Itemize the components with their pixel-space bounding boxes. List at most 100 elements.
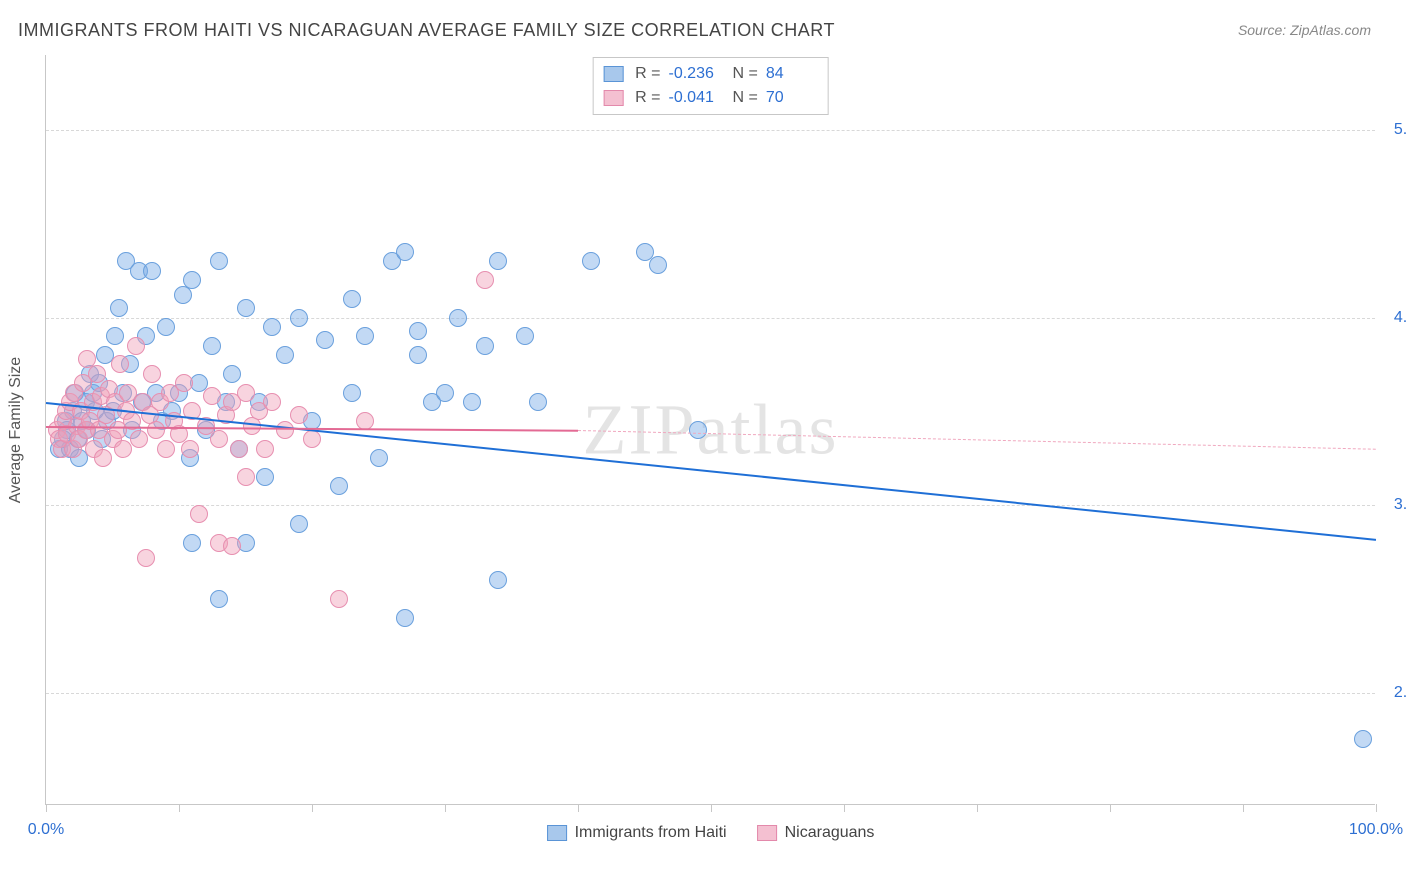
data-point (476, 337, 494, 355)
data-point (111, 355, 129, 373)
x-tick (1376, 804, 1377, 812)
data-point (237, 299, 255, 317)
data-point (356, 327, 374, 345)
x-tick (179, 804, 180, 812)
data-point (106, 327, 124, 345)
data-point (181, 440, 199, 458)
source-name: ZipAtlas.com (1290, 22, 1371, 38)
data-point (463, 393, 481, 411)
x-tick (312, 804, 313, 812)
r-value-haiti: -0.236 (669, 65, 721, 83)
data-point (276, 346, 294, 364)
data-point (529, 393, 547, 411)
n-label: N = (733, 89, 758, 107)
data-point (396, 609, 414, 627)
data-point (330, 590, 348, 608)
n-value-nicaragua: 70 (766, 89, 818, 107)
x-tick (711, 804, 712, 812)
data-point (143, 365, 161, 383)
data-point (476, 271, 494, 289)
data-point (489, 571, 507, 589)
data-point (256, 440, 274, 458)
r-value-nicaragua: -0.041 (669, 89, 721, 107)
data-point (190, 505, 208, 523)
data-point (230, 440, 248, 458)
x-tick (578, 804, 579, 812)
data-point (237, 468, 255, 486)
legend-item-nicaragua: Nicaraguans (757, 824, 875, 842)
data-point (203, 387, 221, 405)
data-point (94, 449, 112, 467)
data-point (157, 440, 175, 458)
legend-row-nicaragua: R = -0.041 N = 70 (603, 86, 818, 110)
data-point (210, 590, 228, 608)
data-point (489, 252, 507, 270)
legend-label-haiti: Immigrants from Haiti (575, 824, 727, 842)
gridline (46, 318, 1375, 319)
data-point (256, 468, 274, 486)
x-tick (977, 804, 978, 812)
data-point (356, 412, 374, 430)
swatch-haiti (547, 825, 567, 841)
data-point (436, 384, 454, 402)
data-point (290, 515, 308, 533)
y-tick-label: 2.00 (1380, 684, 1406, 702)
legend-item-haiti: Immigrants from Haiti (547, 824, 727, 842)
legend-label-nicaragua: Nicaraguans (785, 824, 875, 842)
data-point (409, 322, 427, 340)
data-point (343, 290, 361, 308)
legend-row-haiti: R = -0.236 N = 84 (603, 62, 818, 86)
data-point (130, 430, 148, 448)
gridline (46, 130, 1375, 131)
data-point (1354, 730, 1372, 748)
trend-line (578, 430, 1376, 450)
x-tick-label: 100.0% (1349, 821, 1403, 839)
n-label: N = (733, 65, 758, 83)
y-tick-label: 5.00 (1380, 121, 1406, 139)
data-point (223, 537, 241, 555)
gridline (46, 693, 1375, 694)
data-point (330, 477, 348, 495)
x-tick (445, 804, 446, 812)
x-tick (46, 804, 47, 812)
data-point (157, 318, 175, 336)
watermark-text: ZIPatlas (583, 388, 839, 471)
source-attribution: Source: ZipAtlas.com (1238, 22, 1371, 38)
data-point (237, 384, 255, 402)
data-point (223, 365, 241, 383)
x-tick (1243, 804, 1244, 812)
data-point (210, 252, 228, 270)
data-point (290, 406, 308, 424)
data-point (88, 365, 106, 383)
data-point (137, 549, 155, 567)
data-point (689, 421, 707, 439)
data-point (370, 449, 388, 467)
source-prefix: Source: (1238, 22, 1290, 38)
data-point (183, 534, 201, 552)
gridline (46, 505, 1375, 506)
data-point (263, 318, 281, 336)
data-point (409, 346, 427, 364)
x-tick-label: 0.0% (28, 821, 64, 839)
swatch-nicaragua (757, 825, 777, 841)
data-point (183, 271, 201, 289)
data-point (175, 374, 193, 392)
data-point (582, 252, 600, 270)
data-point (516, 327, 534, 345)
x-tick (1110, 804, 1111, 812)
y-tick-label: 3.00 (1380, 496, 1406, 514)
data-point (127, 337, 145, 355)
data-point (649, 256, 667, 274)
data-point (290, 309, 308, 327)
data-point (143, 262, 161, 280)
data-point (276, 421, 294, 439)
data-point (343, 384, 361, 402)
series-legend: Immigrants from Haiti Nicaraguans (547, 824, 875, 842)
n-value-haiti: 84 (766, 65, 818, 83)
y-tick-label: 4.00 (1380, 309, 1406, 327)
data-point (396, 243, 414, 261)
data-point (263, 393, 281, 411)
y-axis-title: Average Family Size (7, 356, 25, 502)
data-point (210, 430, 228, 448)
data-point (316, 331, 334, 349)
